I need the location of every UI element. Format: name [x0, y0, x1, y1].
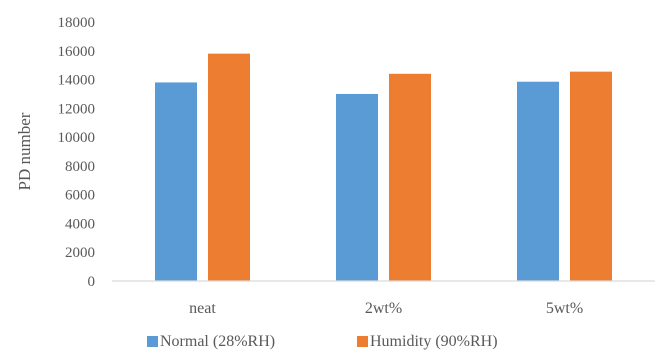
x-axis-labels: neat 2wt% 5wt% — [189, 300, 583, 317]
y-tick-label: 4000 — [65, 216, 95, 232]
legend-swatch-0 — [147, 336, 158, 347]
bar-humidity-2 — [570, 71, 612, 282]
y-tick-label: 18000 — [58, 15, 96, 31]
legend: Normal (28%RH) Humidity (90%RH) — [147, 333, 498, 350]
bar-normal-0 — [155, 82, 197, 281]
legend-label-0: Normal (28%RH) — [160, 333, 275, 350]
y-tick-label: 16000 — [58, 44, 96, 60]
y-tick-label: 0 — [88, 274, 96, 290]
legend-swatch-1 — [357, 336, 368, 347]
y-tick-label: 6000 — [65, 188, 95, 204]
x-category-label: neat — [189, 300, 216, 317]
y-tick-label: 14000 — [58, 73, 96, 89]
x-category-label: 5wt% — [546, 300, 583, 317]
y-tick-label: 12000 — [58, 101, 96, 117]
y-axis-title: PD number — [15, 112, 34, 190]
bar-normal-1 — [336, 93, 378, 281]
y-tick-label: 2000 — [65, 245, 95, 261]
bar-humidity-0 — [208, 53, 250, 282]
y-axis-ticks: 0 2000 4000 6000 8000 10000 12000 14000 16000 180… — [58, 15, 96, 290]
bar-normal-2 — [517, 81, 559, 281]
legend-label-1: Humidity (90%RH) — [370, 333, 498, 350]
x-category-label: 2wt% — [365, 300, 402, 317]
y-tick-label: 10000 — [58, 130, 96, 146]
y-tick-label: 8000 — [65, 159, 95, 175]
bar-humidity-1 — [389, 73, 431, 281]
bars — [155, 53, 612, 282]
